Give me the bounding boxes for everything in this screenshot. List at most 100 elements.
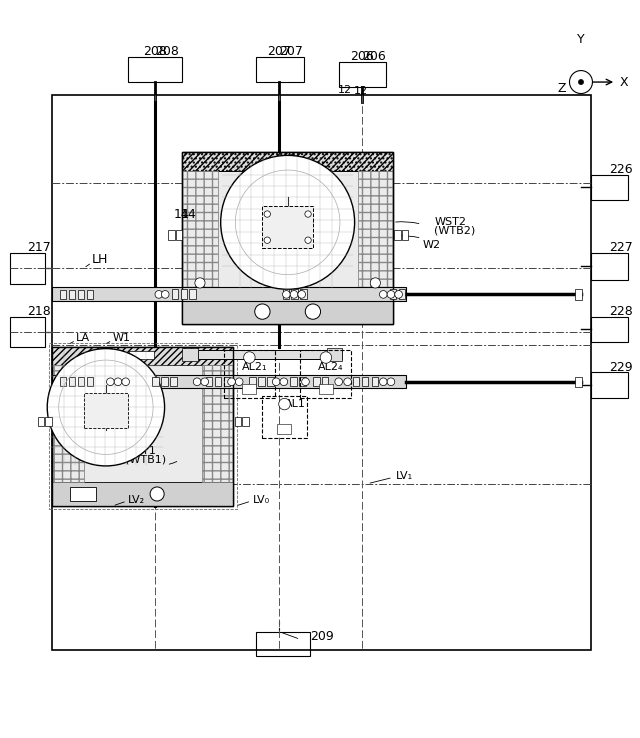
Bar xyxy=(78,290,84,299)
Text: W2: W2 xyxy=(423,240,441,249)
Bar xyxy=(243,384,257,394)
Text: 207: 207 xyxy=(268,45,291,58)
Bar xyxy=(189,289,196,300)
Bar xyxy=(275,157,300,166)
Text: LV₀: LV₀ xyxy=(253,495,269,506)
Bar xyxy=(52,482,234,506)
Circle shape xyxy=(344,378,351,385)
Circle shape xyxy=(282,291,290,298)
Bar xyxy=(52,376,406,388)
Bar xyxy=(52,347,234,506)
Circle shape xyxy=(264,237,271,244)
Bar xyxy=(52,347,234,365)
Bar xyxy=(256,632,310,656)
Bar xyxy=(326,348,342,361)
Circle shape xyxy=(244,352,255,363)
Bar xyxy=(300,289,307,300)
Bar xyxy=(172,289,178,300)
Text: 14: 14 xyxy=(173,207,189,221)
Bar xyxy=(84,393,128,428)
Text: AL1: AL1 xyxy=(284,399,305,409)
Text: 217: 217 xyxy=(28,241,51,255)
Circle shape xyxy=(301,378,309,385)
Text: 227: 227 xyxy=(609,241,633,255)
Text: 12: 12 xyxy=(354,86,368,96)
Bar xyxy=(353,377,359,386)
Circle shape xyxy=(387,291,395,298)
Text: LV₂: LV₂ xyxy=(128,495,145,506)
Bar xyxy=(202,365,234,482)
Bar xyxy=(52,287,406,301)
Bar xyxy=(575,376,582,387)
Bar xyxy=(170,377,177,386)
Circle shape xyxy=(193,378,201,385)
Bar xyxy=(10,317,45,348)
Bar xyxy=(60,290,67,299)
Bar xyxy=(300,350,351,398)
Circle shape xyxy=(228,378,236,385)
Text: Y: Y xyxy=(577,32,585,46)
Bar xyxy=(291,289,298,300)
Bar xyxy=(176,230,182,240)
Bar xyxy=(198,350,342,359)
Bar xyxy=(168,230,175,240)
Circle shape xyxy=(387,378,395,385)
Text: 206: 206 xyxy=(350,50,374,63)
Circle shape xyxy=(570,71,593,94)
Bar xyxy=(399,289,405,300)
Text: 207: 207 xyxy=(279,45,303,58)
Circle shape xyxy=(395,291,403,298)
Bar xyxy=(38,417,44,426)
Circle shape xyxy=(264,211,271,217)
Bar xyxy=(60,377,67,386)
Bar xyxy=(299,377,305,386)
Text: LA: LA xyxy=(76,334,90,343)
Text: Z: Z xyxy=(557,82,566,95)
Bar xyxy=(49,343,237,509)
Bar xyxy=(322,377,328,386)
Bar xyxy=(182,152,393,325)
Bar xyxy=(128,57,182,82)
Text: 209: 209 xyxy=(310,630,333,644)
Circle shape xyxy=(221,156,355,289)
Bar xyxy=(390,289,396,300)
Text: X: X xyxy=(620,75,628,89)
Bar xyxy=(182,152,393,171)
Bar xyxy=(256,57,303,82)
Bar xyxy=(180,289,187,300)
Bar xyxy=(591,174,628,200)
Circle shape xyxy=(161,291,169,298)
Bar xyxy=(362,377,368,386)
Circle shape xyxy=(305,211,311,217)
Bar xyxy=(182,152,393,325)
Bar xyxy=(152,377,159,386)
Bar xyxy=(182,299,393,325)
Circle shape xyxy=(47,348,164,466)
Circle shape xyxy=(279,399,290,410)
Bar xyxy=(161,377,168,386)
Bar xyxy=(182,348,198,361)
Bar xyxy=(206,377,212,386)
Bar xyxy=(52,347,234,506)
Bar xyxy=(78,377,84,386)
Bar xyxy=(394,230,401,240)
Text: 14: 14 xyxy=(181,207,197,221)
Circle shape xyxy=(335,378,342,385)
Circle shape xyxy=(579,80,584,85)
Circle shape xyxy=(380,291,387,298)
Circle shape xyxy=(298,291,305,298)
Circle shape xyxy=(155,291,163,298)
Text: LH: LH xyxy=(92,253,108,266)
Bar xyxy=(45,417,52,426)
Bar xyxy=(290,377,296,386)
Bar xyxy=(87,290,93,299)
Bar xyxy=(235,417,241,426)
Bar xyxy=(262,207,313,248)
Bar xyxy=(591,372,628,398)
Circle shape xyxy=(150,487,164,501)
Bar xyxy=(313,377,319,386)
Text: WST1: WST1 xyxy=(125,446,157,455)
Bar xyxy=(243,417,249,426)
Bar xyxy=(278,424,291,434)
Bar xyxy=(282,289,289,300)
